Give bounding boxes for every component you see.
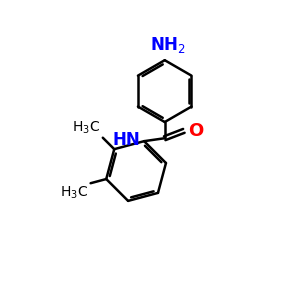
- Text: NH$_2$: NH$_2$: [150, 35, 185, 55]
- Text: HN: HN: [113, 131, 141, 149]
- Text: O: O: [188, 122, 203, 140]
- Text: H$_3$C: H$_3$C: [72, 120, 100, 136]
- Text: H$_3$C: H$_3$C: [60, 185, 88, 201]
